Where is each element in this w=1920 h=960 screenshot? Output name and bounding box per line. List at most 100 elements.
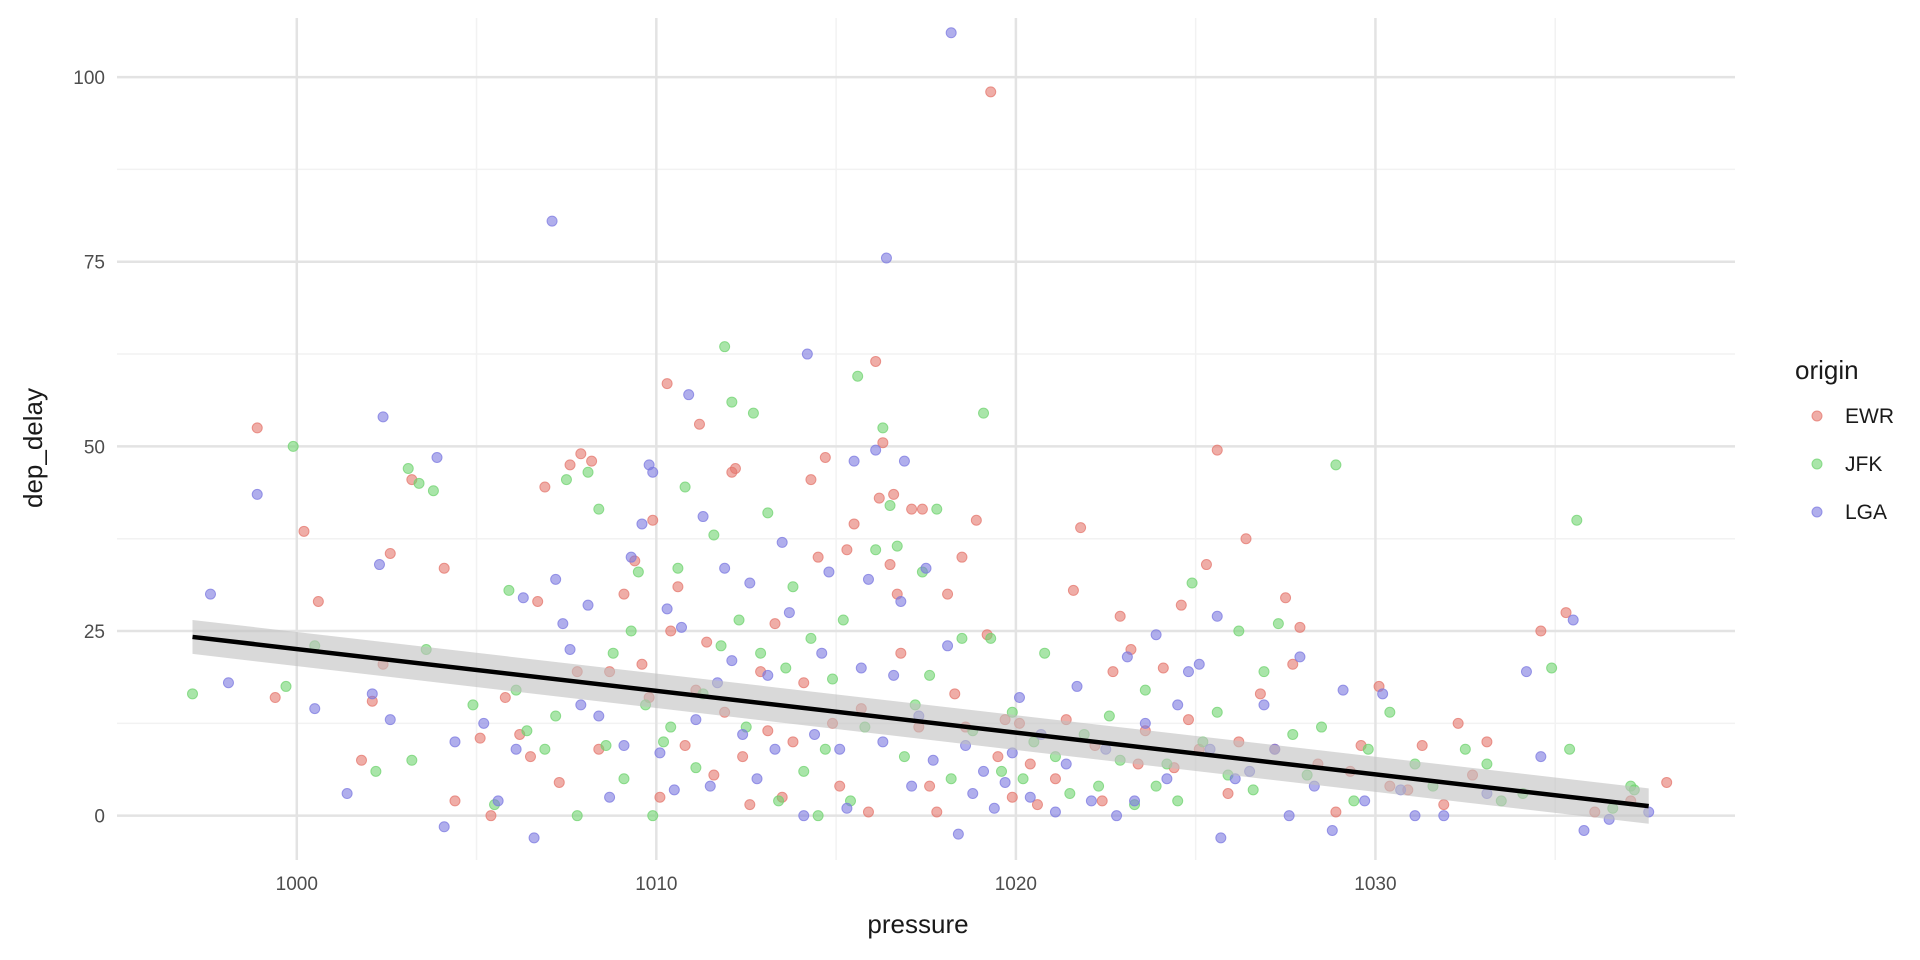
data-point-ewr	[924, 780, 936, 792]
data-point-ewr	[553, 776, 565, 788]
data-point-lga	[1193, 658, 1205, 670]
data-point-lga	[478, 717, 490, 729]
data-point-ewr	[949, 688, 961, 700]
data-point-ewr	[1560, 607, 1572, 619]
data-point-ewr	[1438, 799, 1450, 811]
data-point-ewr	[985, 86, 997, 98]
x-tick-label: 1030	[1354, 874, 1396, 895]
data-point-jfk	[812, 810, 824, 822]
data-point-jfk	[898, 751, 910, 763]
data-point-lga	[1049, 806, 1061, 818]
data-point-jfk	[521, 725, 533, 737]
data-point-lga	[697, 511, 709, 523]
data-point-lga	[449, 736, 461, 748]
data-point-lga	[967, 788, 979, 800]
data-point-jfk	[956, 632, 968, 644]
data-point-ewr	[769, 618, 781, 630]
data-point-lga	[1377, 688, 1389, 700]
data-point-lga	[1567, 614, 1579, 626]
data-point-jfk	[1139, 684, 1151, 696]
data-point-lga	[870, 444, 882, 456]
data-point-jfk	[1233, 625, 1245, 637]
data-point-lga	[1326, 824, 1338, 836]
data-point-ewr	[1211, 444, 1223, 456]
data-point-jfk	[884, 499, 896, 511]
data-point-lga	[431, 451, 443, 463]
data-point-lga	[880, 252, 892, 264]
data-point-jfk	[427, 485, 439, 497]
x-axis-title: pressure	[867, 909, 968, 939]
data-point-jfk	[539, 743, 551, 755]
data-point-ewr	[1254, 688, 1266, 700]
trend-line-group	[192, 619, 1649, 824]
data-point-jfk	[1172, 795, 1184, 807]
data-point-lga	[251, 488, 263, 500]
data-point-jfk	[924, 669, 936, 681]
data-point-lga	[690, 714, 702, 726]
data-point-jfk	[1186, 577, 1198, 589]
data-point-jfk	[467, 699, 479, 711]
data-point-ewr	[848, 518, 860, 530]
y-tick-label: 50	[84, 437, 105, 458]
data-point-lga	[848, 455, 860, 467]
data-point-ewr	[654, 791, 666, 803]
data-point-jfk	[762, 507, 774, 519]
data-point-ewr	[1114, 610, 1126, 622]
data-point-lga	[676, 621, 688, 633]
data-point-ewr	[693, 418, 705, 430]
data-point-lga	[564, 644, 576, 655]
data-point-lga	[1013, 692, 1025, 704]
data-point-lga	[945, 27, 957, 39]
data-point-lga	[920, 562, 932, 574]
data-point-ewr	[1330, 806, 1342, 818]
data-point-ewr	[1024, 758, 1036, 770]
data-point-ewr	[1049, 773, 1061, 785]
data-point-lga	[776, 536, 788, 548]
data-point-jfk	[747, 407, 759, 419]
data-point-ewr	[618, 588, 630, 600]
data-point-ewr	[438, 562, 450, 574]
data-point-lga	[384, 714, 396, 726]
data-point-lga	[704, 780, 716, 792]
data-point-jfk	[780, 662, 792, 674]
data-point-ewr	[906, 503, 918, 515]
data-point-lga	[546, 215, 558, 227]
data-point-lga	[1182, 666, 1194, 678]
data-point-lga	[366, 688, 378, 700]
data-point-lga	[517, 592, 529, 604]
data-point-lga	[1150, 629, 1162, 641]
data-point-ewr	[485, 810, 497, 822]
data-point-lga	[647, 466, 659, 478]
data-point-ewr	[661, 378, 673, 390]
data-point-ewr	[812, 551, 824, 563]
data-point-ewr	[798, 677, 810, 689]
data-point-ewr	[474, 732, 486, 744]
data-point-jfk	[1039, 647, 1051, 659]
data-point-jfk	[413, 477, 425, 489]
data-point-jfk	[798, 765, 810, 777]
data-point-lga	[1520, 666, 1532, 678]
data-point-lga	[373, 559, 385, 571]
data-point-ewr	[1294, 621, 1306, 633]
y-tick-label: 25	[84, 622, 105, 643]
data-point-jfk	[1103, 710, 1115, 722]
data-point-lga	[737, 728, 749, 740]
data-point-jfk	[1481, 758, 1493, 770]
y-axis-title: dep_delay	[18, 388, 48, 508]
data-point-lga	[510, 743, 522, 755]
data-point-ewr	[665, 625, 677, 637]
data-point-lga	[377, 411, 389, 423]
data-point-lga	[1172, 699, 1184, 711]
x-tick-label: 1020	[995, 874, 1037, 895]
data-point-jfk	[891, 540, 903, 552]
data-point-jfk	[1150, 780, 1162, 792]
data-point-jfk	[877, 422, 889, 434]
data-point-ewr	[298, 525, 310, 537]
data-point-lga	[999, 776, 1011, 788]
data-point-lga	[762, 669, 774, 681]
data-point-jfk	[632, 566, 644, 578]
data-point-jfk	[1211, 706, 1223, 718]
data-point-lga	[668, 784, 680, 796]
data-point-ewr	[532, 595, 544, 607]
data-point-jfk	[996, 765, 1008, 777]
